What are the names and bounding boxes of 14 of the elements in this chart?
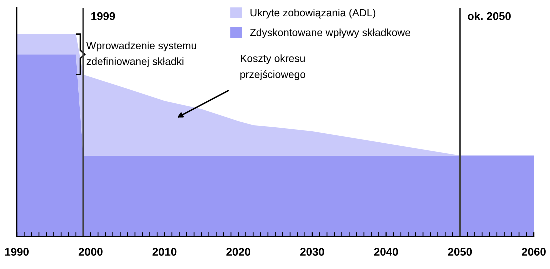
- x-tick-label: 2050: [448, 248, 472, 256]
- x-tick-label: 2060: [522, 248, 546, 256]
- x-tick-label: 1990: [5, 248, 29, 256]
- x-tick-label: 2000: [78, 248, 103, 256]
- legend-label: Ukryte zobowiązania (ADL): [250, 8, 376, 19]
- x-tick-label: 2030: [300, 248, 324, 256]
- ref-line-label: 1999: [92, 12, 116, 20]
- x-tick-label: 2010: [152, 248, 177, 256]
- x-tick-label: 2040: [374, 248, 398, 256]
- x-tick-label: 2020: [226, 248, 251, 256]
- ref-line-label: ok. 2050: [468, 12, 511, 20]
- legend-label: Zdyskontowane wpływy składkowe: [250, 28, 410, 38]
- annotation: Koszty okresu przejściowego: [240, 54, 306, 80]
- annotation: Wprowadzenie systemu zdefiniowanej składki: [86, 42, 196, 68]
